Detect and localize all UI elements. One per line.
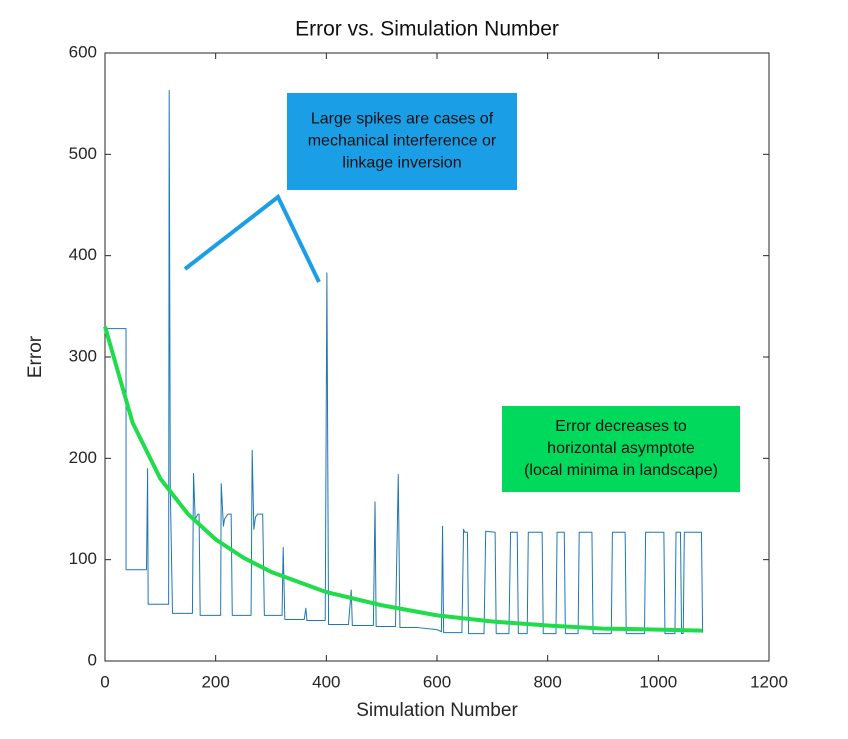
annotation-text: linkage inversion xyxy=(342,155,461,172)
y-axis-label: Error xyxy=(25,335,46,378)
y-tick-label: 100 xyxy=(69,549,97,568)
y-tick-label: 200 xyxy=(69,448,97,467)
x-tick-label: 0 xyxy=(100,672,109,691)
plot-area xyxy=(103,89,704,635)
trend-line xyxy=(103,326,703,633)
annotation-text: horizontal asymptote xyxy=(547,440,695,457)
annotation-text: Error decreases to xyxy=(555,418,687,435)
x-tick-label: 1200 xyxy=(750,672,788,691)
annotation-box xyxy=(502,406,740,492)
annotation-text: mechanical interference or xyxy=(308,133,497,150)
y-tick-label: 0 xyxy=(88,650,97,669)
x-tick-label: 1000 xyxy=(639,672,677,691)
x-axis-label: Simulation Number xyxy=(356,700,518,721)
annotation-text: Large spikes are cases of xyxy=(311,111,494,128)
callout-line xyxy=(183,193,321,283)
x-tick-label: 800 xyxy=(533,672,561,691)
chart-title: Error vs. Simulation Number xyxy=(295,18,559,41)
x-tick-label: 200 xyxy=(201,672,229,691)
y-tick-label: 300 xyxy=(69,346,97,365)
annotation-box xyxy=(287,93,517,190)
x-tick-label: 400 xyxy=(312,672,340,691)
x-tick-label: 600 xyxy=(423,672,451,691)
annotation-text: (local minima in landscape) xyxy=(524,462,718,479)
y-tick-label: 400 xyxy=(69,245,97,264)
error-line xyxy=(105,89,704,635)
y-tick-label: 600 xyxy=(69,42,97,61)
y-tick-label: 500 xyxy=(69,144,97,163)
